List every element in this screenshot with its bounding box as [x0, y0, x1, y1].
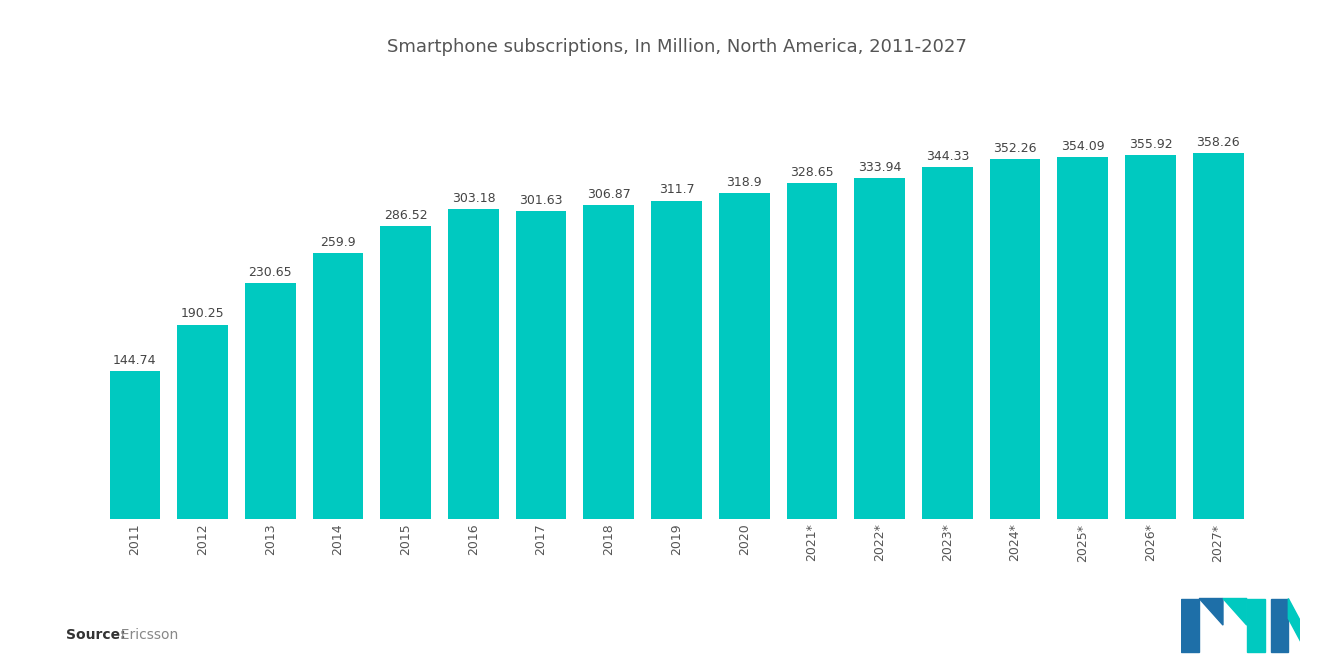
Bar: [110, 371, 160, 519]
Text: Ericsson: Ericsson: [112, 628, 178, 642]
Polygon shape: [1181, 598, 1199, 652]
Text: 190.25: 190.25: [181, 307, 224, 321]
Text: 355.92: 355.92: [1129, 138, 1172, 152]
Bar: [516, 211, 566, 519]
Bar: [854, 178, 906, 519]
Text: 333.94: 333.94: [858, 161, 902, 174]
Bar: [583, 205, 634, 519]
Bar: [177, 325, 228, 519]
Text: 344.33: 344.33: [925, 150, 969, 163]
Text: 318.9: 318.9: [726, 176, 762, 189]
Polygon shape: [1288, 598, 1307, 652]
Bar: [313, 253, 363, 519]
Title: Smartphone subscriptions, In Million, North America, 2011-2027: Smartphone subscriptions, In Million, No…: [387, 38, 966, 56]
Text: 303.18: 303.18: [451, 192, 495, 205]
Text: Source:: Source:: [66, 628, 125, 642]
Polygon shape: [1307, 598, 1320, 652]
Polygon shape: [1199, 598, 1222, 625]
Text: 306.87: 306.87: [587, 188, 631, 201]
Text: 286.52: 286.52: [384, 209, 428, 222]
Text: 301.63: 301.63: [519, 194, 562, 207]
Bar: [921, 167, 973, 519]
Bar: [246, 283, 296, 519]
Bar: [447, 209, 499, 519]
Bar: [990, 159, 1040, 519]
Text: 352.26: 352.26: [993, 142, 1036, 155]
Bar: [1193, 153, 1243, 519]
Bar: [1057, 158, 1107, 519]
Bar: [380, 226, 432, 519]
Text: 328.65: 328.65: [791, 166, 834, 179]
Bar: [719, 194, 770, 519]
Polygon shape: [1246, 598, 1265, 652]
Text: 230.65: 230.65: [248, 266, 292, 279]
Polygon shape: [1222, 598, 1246, 625]
Bar: [1125, 156, 1176, 519]
Bar: [787, 184, 837, 519]
Text: 358.26: 358.26: [1196, 136, 1239, 149]
Bar: [651, 201, 702, 519]
Text: 311.7: 311.7: [659, 184, 694, 196]
Polygon shape: [1270, 598, 1288, 652]
Text: 144.74: 144.74: [114, 354, 157, 367]
Text: 259.9: 259.9: [321, 236, 356, 249]
Text: 354.09: 354.09: [1061, 140, 1105, 153]
